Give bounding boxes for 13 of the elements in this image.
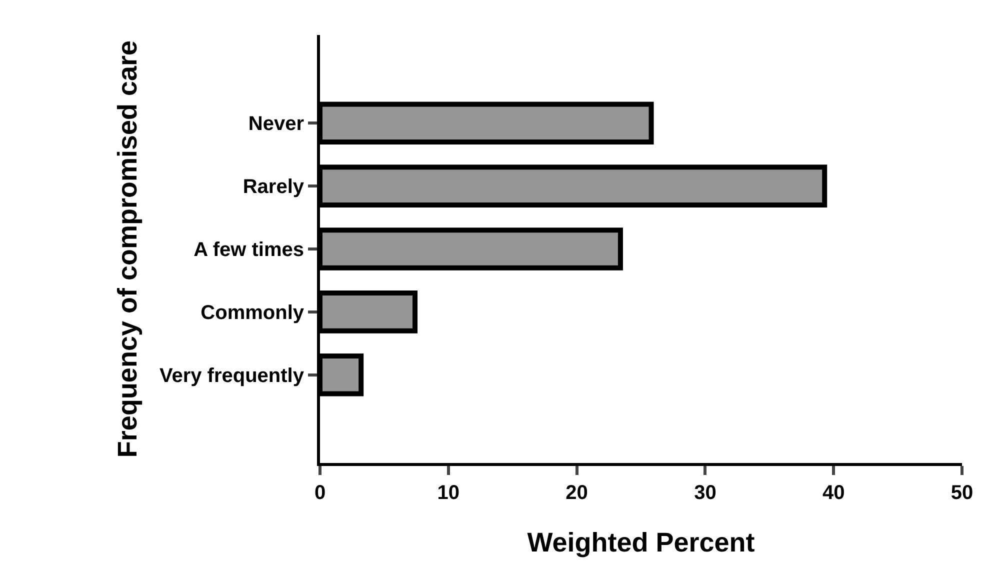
- x-tick-label: 20: [566, 482, 588, 504]
- y-tick-label: A few times: [194, 239, 304, 261]
- x-tick-label: 50: [950, 482, 974, 504]
- x-tick-label: 40: [822, 482, 845, 504]
- x-tick-label: 30: [694, 482, 716, 504]
- y-axis-title: Frequency of compromised care: [112, 40, 143, 458]
- y-tick-label: Never: [248, 113, 304, 136]
- x-axis-title: Weighted Percent: [527, 527, 755, 558]
- y-tick-label: Rarely: [242, 176, 305, 198]
- y-tick-label: Commonly: [200, 302, 305, 324]
- x-tick-label: 0: [314, 482, 326, 504]
- y-tick-label: Very frequently: [159, 364, 305, 387]
- x-tick-label: 10: [437, 482, 460, 504]
